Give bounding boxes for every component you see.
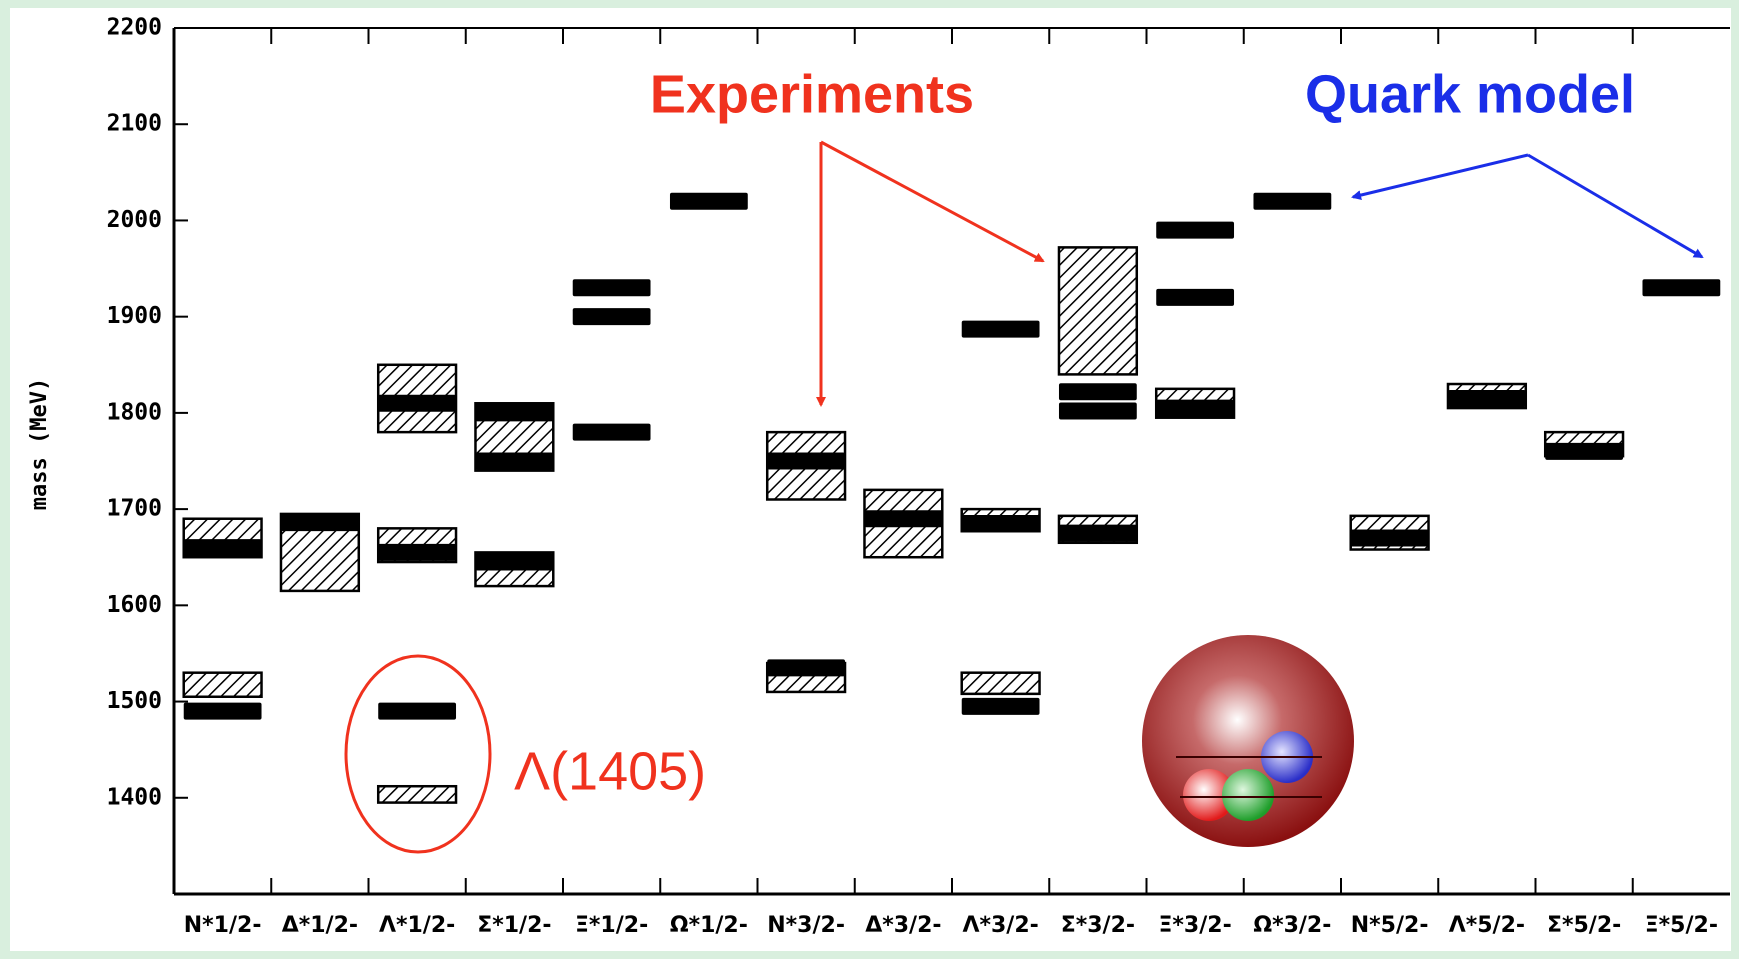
quark-model-level <box>1351 529 1429 546</box>
series-label: Experiments <box>650 64 974 124</box>
quark-model-level <box>864 510 942 527</box>
x-tick-label: Ξ*3/2- <box>1159 913 1232 938</box>
quark-model-level <box>184 539 262 556</box>
y-tick-label: 2100 <box>107 111 162 137</box>
quark-model-level <box>573 279 651 296</box>
x-tick-label: Ξ*5/2- <box>1645 913 1718 938</box>
quark-model-level <box>475 404 553 421</box>
x-tick-label: Λ*3/2- <box>962 913 1038 938</box>
x-tick-label: Σ*3/2- <box>1061 913 1135 938</box>
y-tick-label: 1400 <box>107 784 162 810</box>
quark-model-level <box>1642 279 1720 296</box>
quark-model-level <box>475 453 553 470</box>
annotation: Λ(1405) <box>514 741 706 801</box>
quark-model-level <box>962 321 1040 338</box>
baryon-illustration <box>1142 635 1354 847</box>
y-tick-label: 1900 <box>107 303 162 329</box>
quark-model-level <box>962 515 1040 532</box>
x-tick-label: Δ*3/2- <box>865 913 941 938</box>
quark-model-level <box>767 453 845 470</box>
x-tick-label: Λ*1/2- <box>379 913 455 938</box>
quark-model-level <box>962 698 1040 715</box>
quark-model-level <box>1059 383 1137 400</box>
quark-model-level <box>1253 193 1331 210</box>
quark-model-level <box>573 424 651 441</box>
quark-model-level <box>1156 400 1234 417</box>
quark-model-level <box>1156 289 1234 306</box>
quark-model-level <box>378 703 456 720</box>
x-tick-label: Δ*1/2- <box>282 913 358 938</box>
experiment-range <box>1059 247 1137 374</box>
x-tick-label: Σ*5/2- <box>1547 913 1621 938</box>
quark-model-level <box>378 544 456 561</box>
quark-model-level <box>1156 222 1234 239</box>
quark-model-level <box>184 703 262 720</box>
quark-model-level <box>573 308 651 325</box>
quark-model-level <box>475 554 553 571</box>
y-tick-label: 1600 <box>107 592 162 618</box>
page: {"chart_data": { "type": "levels", "y_la… <box>0 0 1739 959</box>
x-tick-label: N*3/2- <box>767 913 845 938</box>
x-tick-label: Ξ*1/2- <box>575 913 648 938</box>
quark-model-level <box>1059 525 1137 542</box>
y-tick-label: 1800 <box>107 399 162 425</box>
quark-model-level <box>1059 402 1137 419</box>
y-tick-label: 2200 <box>107 15 162 41</box>
y-axis-label: mass (MeV) <box>27 378 52 510</box>
x-tick-label: Λ*5/2- <box>1449 913 1525 938</box>
x-tick-label: N*1/2- <box>184 913 262 938</box>
quark-model-level <box>378 395 456 412</box>
y-tick-label: 1700 <box>107 496 162 522</box>
y-tick-label: 2000 <box>107 207 162 233</box>
experiment-range <box>184 673 262 697</box>
chart: mass (MeV) Λ(1405) 1400 1500 1600 1700 1800 1… <box>0 0 1739 959</box>
experiment-range <box>378 786 456 802</box>
x-tick-label: N*5/2- <box>1351 913 1429 938</box>
x-tick-label: Ω*1/2- <box>670 913 748 938</box>
quark-model-level <box>281 514 359 531</box>
x-tick-label: Ω*3/2- <box>1253 913 1331 938</box>
series-label: Quark model <box>1305 64 1635 124</box>
quark-model-level <box>670 193 748 210</box>
quark-model-level <box>1448 390 1526 407</box>
plot-background <box>10 8 1731 951</box>
x-tick-label: Σ*1/2- <box>477 913 551 938</box>
quark-model-level <box>1545 443 1623 460</box>
quark-model-level <box>767 659 845 676</box>
experiment-range <box>962 673 1040 694</box>
y-tick-label: 1500 <box>107 688 162 714</box>
